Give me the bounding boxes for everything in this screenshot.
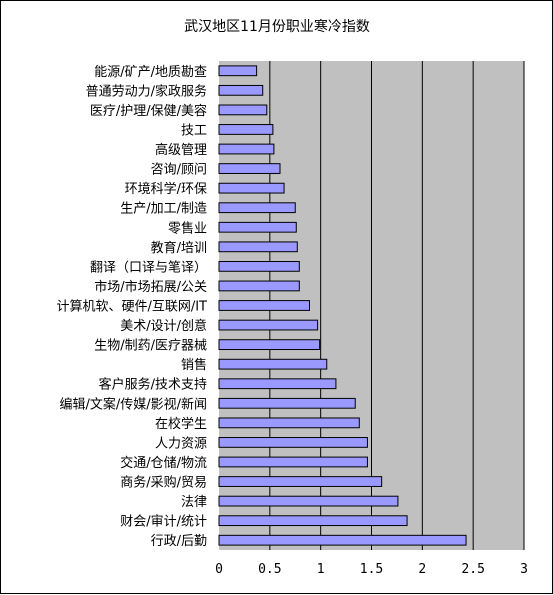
category-label: 美术/设计/创意: [120, 318, 207, 334]
bar: [218, 358, 328, 370]
category-label: 零售业: [168, 220, 207, 236]
x-tick-label: 1.5: [360, 562, 383, 577]
x-tick-label: 0.5: [258, 562, 281, 577]
category-label: 医疗/护理/保健/美容: [90, 103, 207, 119]
category-labels: 能源/矿产/地质勘查普通劳动力/家政服务医疗/护理/保健/美容技工高级管理咨询/…: [56, 65, 207, 549]
category-label: 商务/采购/贸易: [120, 475, 207, 491]
bars: [218, 65, 467, 546]
bar: [218, 241, 298, 253]
category-label: 高级管理: [155, 142, 207, 158]
bar: [218, 300, 310, 311]
x-tick-labels: 0 0.5 1 1.5 2 2.5 3: [215, 562, 528, 577]
bar: [218, 417, 360, 429]
bar: [218, 143, 275, 155]
bar: [218, 202, 296, 214]
category-label: 能源/矿产/地质勘查: [94, 65, 207, 80]
x-tick-label: 2: [418, 562, 426, 577]
category-label: 法律: [181, 495, 207, 510]
category-label: 环境科学/环保: [125, 181, 207, 197]
category-label: 客户服务/技术支持: [99, 377, 207, 393]
gridlines: [269, 61, 525, 550]
bar: [218, 397, 356, 409]
category-label: 技工: [181, 123, 207, 138]
bar: [218, 534, 467, 546]
category-label: 行政/后勤: [151, 534, 207, 549]
bar: [218, 104, 268, 116]
bar: [218, 182, 285, 194]
bar: [218, 378, 337, 390]
bar: [218, 476, 383, 487]
bar: [218, 124, 274, 135]
bar: [218, 456, 368, 468]
bar: [218, 319, 319, 331]
bar: [218, 65, 258, 77]
x-tick-label: 0: [215, 562, 223, 577]
x-tick-label: 1: [317, 562, 325, 577]
bar: [218, 495, 399, 507]
category-label: 咨询/顾问: [151, 163, 207, 178]
category-label: 编辑/文案/传媒/影视/新闻: [59, 396, 207, 412]
category-label: 计算机软、硬件/互联网/IT: [56, 300, 207, 315]
category-label: 翻译（口译与笔译）: [90, 259, 207, 275]
category-label: 普通劳动力/家政服务: [86, 83, 207, 99]
bar: [218, 221, 297, 233]
category-label: 生产/加工/制造: [120, 202, 207, 217]
category-label: 人力资源: [155, 436, 207, 451]
chart-title: 武汉地区11月份职业寒冷指数: [184, 18, 370, 35]
bar: [218, 163, 281, 174]
category-label: 市场/市场拓展/公关: [94, 279, 207, 295]
category-label: 财会/审计/统计: [120, 515, 207, 530]
category-label: 交通/仓储/物流: [120, 455, 207, 471]
x-tick-label: 2.5: [461, 562, 484, 577]
bar: [218, 515, 408, 527]
bar: [218, 339, 321, 351]
bar: [218, 260, 300, 272]
category-label: 在校学生: [155, 416, 207, 432]
category-label: 销售: [181, 357, 207, 373]
x-tick-label: 3: [520, 562, 528, 577]
bar: [218, 84, 264, 96]
category-label: 教育/培训: [151, 240, 207, 256]
bar: [218, 280, 300, 292]
bar: [218, 437, 368, 448]
category-label: 生物/制药/医疗器械: [94, 339, 207, 354]
